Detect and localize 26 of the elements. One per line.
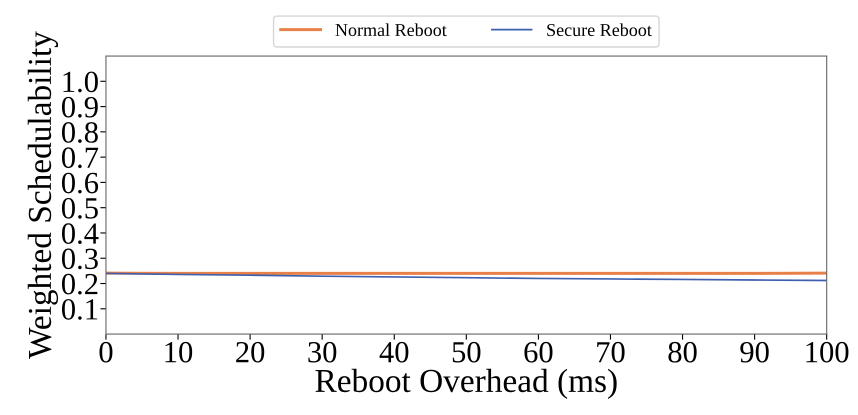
y-tick-label: 0.6 [62,172,98,194]
x-tick-label: 40 [380,342,408,363]
x-tick-label: 60 [524,342,553,363]
legend-label: Secure Reboot [547,23,652,36]
x-tick-label: 100 [806,342,848,363]
y-tick-label: 1.0 [64,72,98,92]
y-tick-label: 0.3 [62,248,98,270]
x-tick-label: 0 [99,342,112,363]
y-tick-label: 0.7 [62,147,98,168]
x-tick-label: 70 [597,342,625,363]
y-axis-title: Weighted Schedulability [28,31,58,359]
x-tick-label: 30 [308,342,336,363]
x-tick-label: 10 [165,342,192,363]
x-tick-label: 50 [452,342,480,363]
y-tick-label: 0.4 [62,223,99,244]
y-tick-label: 0.9 [62,96,98,118]
legend-label: Normal Reboot [335,23,447,36]
line-series [106,272,827,282]
x-tick-label: 20 [236,342,264,363]
y-tick-label: 0.2 [62,274,98,295]
y-tick-label: 0.5 [62,198,98,219]
y-tick-label: 0.8 [62,122,98,143]
x-tick-label: 90 [740,342,769,363]
x-tick-label: 80 [668,342,697,363]
y-tick-label: 0.1 [62,299,98,320]
x-axis-title: Reboot Overhead (ms) [315,368,617,399]
